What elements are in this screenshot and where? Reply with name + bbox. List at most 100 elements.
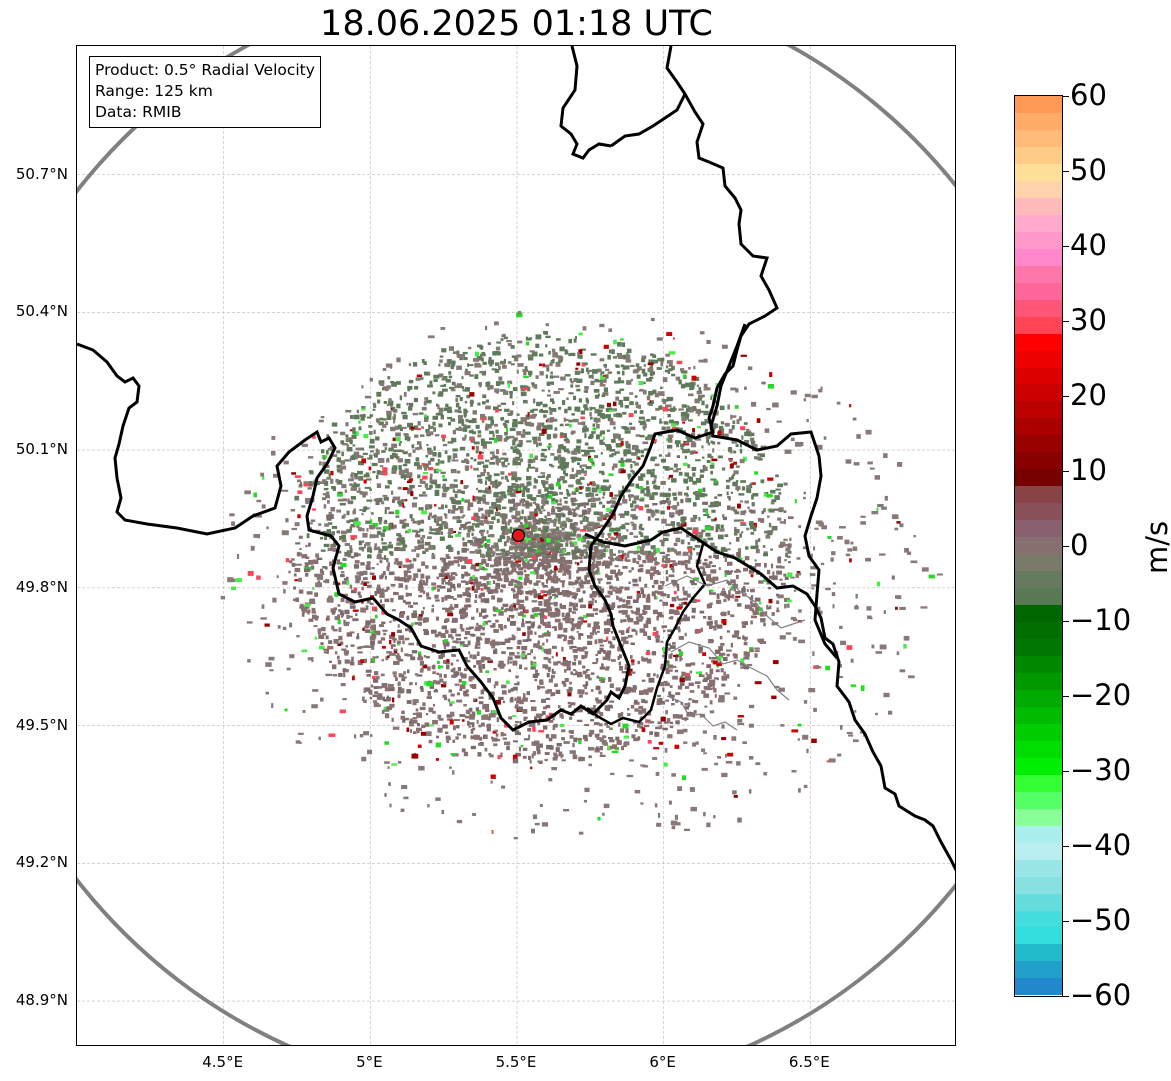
echo-pixel (531, 600, 538, 603)
echo-pixel (548, 596, 552, 601)
echo-pixel (637, 457, 641, 460)
echo-pixel (764, 611, 768, 617)
echo-pixel (438, 718, 444, 721)
echo-pixel (406, 669, 410, 674)
echo-pixel (581, 509, 587, 515)
echo-pixel (607, 704, 613, 708)
echo-pixel (337, 582, 341, 586)
echo-pixel (575, 367, 579, 370)
echo-pixel (527, 522, 532, 527)
echo-pixel (693, 700, 699, 704)
echo-pixel (618, 610, 624, 614)
radar-map-canvas[interactable] (77, 46, 956, 1046)
echo-pixel (533, 656, 536, 660)
echo-pixel (669, 560, 676, 563)
echo-pixel (513, 556, 517, 561)
echo-pixel (592, 427, 597, 431)
echo-pixel (564, 408, 568, 414)
echo-pixel (437, 459, 440, 464)
echo-pixel (653, 673, 656, 677)
echo-pixel (311, 611, 317, 614)
echo-pixel (629, 532, 634, 535)
echo-pixel (571, 553, 576, 556)
echo-pixel (555, 542, 560, 545)
echo-pixel (556, 448, 562, 454)
echo-pixel (350, 500, 354, 503)
echo-pixel (545, 734, 550, 739)
echo-pixel (643, 364, 646, 367)
echo-pixel (447, 588, 452, 593)
echo-pixel (446, 564, 450, 569)
echo-pixel (541, 565, 546, 570)
echo-pixel (686, 567, 692, 570)
echo-pixel (452, 516, 458, 520)
echo-pixel (651, 585, 655, 588)
echo-pixel (356, 490, 361, 493)
echo-pixel (508, 606, 514, 612)
echo-pixel (545, 715, 550, 718)
echo-pixel (579, 674, 583, 677)
echo-pixel (578, 633, 583, 636)
echo-pixel (512, 686, 518, 691)
echo-pixel (383, 555, 387, 560)
echo-pixel (345, 422, 349, 427)
echo-pixel (753, 527, 757, 532)
echo-pixel (566, 490, 570, 496)
echo-pixel (476, 622, 479, 626)
echo-pixel (705, 435, 711, 440)
echo-pixel (732, 634, 739, 638)
echo-pixel (682, 449, 689, 452)
echo-pixel (682, 586, 685, 592)
echo-pixel (326, 514, 332, 519)
echo-pixel (361, 406, 366, 409)
echo-pixel (479, 496, 484, 500)
radar-map[interactable] (76, 45, 956, 1046)
echo-pixel (468, 419, 474, 424)
echo-pixel (676, 654, 682, 658)
echo-pixel (577, 354, 583, 359)
echo-pixel (612, 401, 617, 407)
echo-pixel (657, 591, 664, 595)
echo-pixel (672, 714, 679, 719)
echo-pixel (622, 495, 625, 501)
echo-pixel (568, 510, 572, 515)
echo-pixel (390, 583, 396, 587)
echo-pixel (576, 482, 583, 485)
echo-pixel (338, 635, 343, 641)
echo-pixel (387, 683, 391, 687)
echo-pixel (452, 448, 458, 452)
echo-pixel (388, 398, 392, 403)
echo-pixel (416, 553, 420, 558)
echo-pixel (664, 466, 670, 471)
echo-pixel (562, 523, 567, 527)
echo-pixel (297, 514, 301, 519)
echo-pixel (405, 558, 410, 563)
echo-pixel (543, 541, 548, 545)
echo-pixel (703, 466, 708, 472)
echo-pixel (556, 526, 560, 531)
echo-pixel (510, 555, 514, 559)
echo-pixel (476, 487, 479, 491)
echo-pixel (502, 515, 506, 520)
echo-pixel (499, 568, 503, 572)
echo-pixel (645, 569, 651, 574)
echo-pixel (625, 440, 629, 446)
echo-pixel (657, 530, 662, 533)
echo-pixel (327, 500, 330, 504)
echo-pixel (489, 480, 496, 485)
echo-pixel (400, 537, 405, 542)
echo-pixel (603, 621, 610, 626)
echo-pixel (344, 659, 350, 664)
echo-pixel (507, 521, 510, 526)
echo-pixel (323, 651, 328, 654)
echo-pixel (481, 663, 486, 669)
echo-pixel (368, 445, 375, 449)
echo-pixel (450, 604, 453, 609)
echo-pixel (669, 609, 674, 615)
echo-pixel (454, 683, 460, 686)
echo-pixel (470, 457, 473, 460)
echo-pixel (323, 469, 330, 474)
echo-pixel (443, 522, 449, 527)
echo-pixel (415, 377, 421, 381)
echo-pixel (383, 401, 388, 404)
